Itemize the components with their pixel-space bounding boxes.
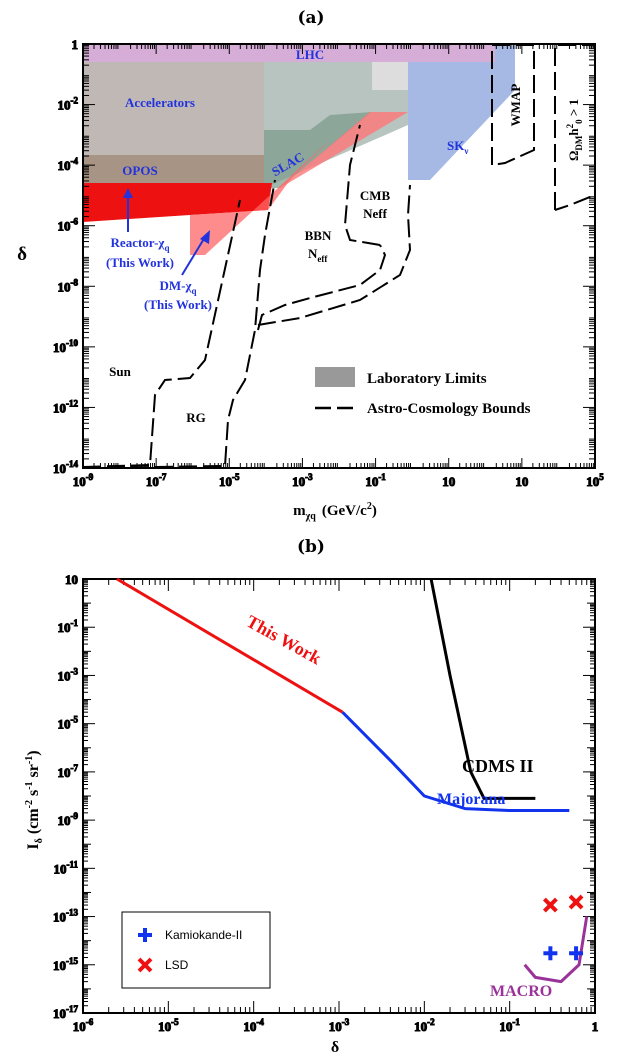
panel-a-xlabel: mχq (GeV/c2) [293, 501, 377, 522]
xtick-b-label: 10-4 [243, 1017, 264, 1034]
macro-line [523, 916, 589, 984]
bbn-upper-bound [343, 124, 381, 246]
omega-bound [554, 44, 596, 211]
xtick-a-label: 10-3 [292, 472, 313, 489]
majorana-label: Majorana [437, 791, 505, 808]
red-upper-region [280, 112, 408, 188]
lhc-label: LHC [296, 47, 324, 62]
panel-a-ylabel: δ [17, 244, 27, 265]
legend-lab-swatch [315, 367, 355, 387]
panel-a-ticks: 10-9 10-7 10-5 10-3 10-1 10 10 105 1 10-2 10-4 10-6… [53, 37, 605, 490]
xtick-a-label: 105 [586, 472, 604, 489]
rg-bound [82, 179, 276, 469]
panel-b-xlabel: δ [331, 1039, 339, 1056]
xtick-b-label: 10-2 [414, 1017, 435, 1034]
panel-b-legend [121, 911, 271, 989]
cdms-label: CDMS II [462, 756, 534, 776]
ytick-a-label: 10-14 [53, 459, 78, 476]
legend-astro-label: Astro-Cosmology Bounds [367, 401, 531, 417]
xtick-a-label: 10-5 [219, 472, 240, 489]
ytick-b-label: 10-1 [58, 618, 79, 635]
bbn-bound [257, 244, 387, 331]
xtick-b-label: 10-1 [499, 1017, 520, 1034]
xtick-a-label: 10-7 [146, 472, 167, 489]
dm-this-work-label: (This Work) [144, 297, 212, 312]
panel-b-label: (b) [297, 537, 325, 557]
legend-lsd-marker [137, 957, 153, 973]
ytick-b-label: 10-7 [58, 763, 79, 780]
ytick-a-label: 10-2 [58, 96, 79, 113]
panel-a-plot: 10-9 10-7 10-5 10-3 10-1 10 10 105 1 10-2 10-4 10-6… [17, 37, 605, 523]
legend-kamiokande-marker [138, 928, 152, 942]
ytick-a-label: 10-8 [58, 277, 79, 294]
legend-lsd-label: LSD [165, 958, 189, 972]
panel-b-ylabel: Iδ(cm-2 s-1 sr-1) [24, 750, 45, 849]
ytick-b-label: 10-5 [58, 715, 79, 732]
xtick-a-label: 10-1 [365, 472, 386, 489]
lsd-point [542, 897, 558, 913]
lhc-region [83, 44, 495, 62]
accelerators-label: Accelerators [125, 95, 195, 110]
slac-inner-region [264, 112, 372, 188]
dm-this-work-region [190, 140, 330, 255]
dm-label: DM-χq [159, 278, 196, 296]
reactor-arrowhead [123, 188, 133, 198]
ytick-b-label: 10-11 [53, 859, 78, 876]
ytick-a-label: 10-10 [53, 338, 78, 355]
cmb-bound [257, 184, 412, 326]
rg-label: RG [186, 410, 206, 425]
accelerators-region [83, 62, 264, 155]
opos-label: OPOS [122, 163, 157, 178]
cdms-ii-line [429, 578, 536, 800]
sk-region [408, 44, 515, 180]
reactor-this-work-label: (This Work) [106, 255, 174, 270]
xtick-a-label: 10 [442, 474, 455, 489]
ytick-b-label: 10-17 [53, 1004, 78, 1021]
ytick-a-label: 1 [72, 37, 79, 52]
ytick-b-label: 10 [65, 572, 78, 587]
bbn-neff-label: Neff [308, 246, 328, 264]
dm-arrowhead [200, 230, 210, 244]
xtick-b-label: 10-6 [73, 1017, 94, 1034]
sun-label: Sun [109, 364, 131, 379]
neff-label: Neff [363, 206, 387, 221]
xtick-b-label: 10-5 [158, 1017, 179, 1034]
legend-lab-label: Laboratory Limits [367, 371, 487, 387]
panel-b-plot: 10-6 10-5 10-4 10-3 10-2 10-1 11010-110-310-51… [24, 572, 599, 1057]
reactor-label: Reactor-χq [111, 235, 170, 253]
xtick-a-label: 10 [515, 474, 528, 489]
panel-a-label: (a) [297, 8, 324, 28]
ytick-a-label: 10-12 [53, 398, 78, 415]
legend-kamiokande-label: Kamiokande-II [165, 928, 242, 942]
omega-label: ΩDMh20 > 1 [565, 99, 584, 161]
kamiokande-ii-point [543, 946, 558, 961]
gray-cell [372, 62, 408, 90]
dm-arrow [181, 236, 206, 276]
majorana-line [341, 711, 570, 813]
macro-label: MACRO [490, 983, 552, 1000]
xtick-b-label: 1 [592, 1019, 599, 1034]
this-work-line [116, 577, 344, 714]
panel-b-ticks: 10-6 10-5 10-4 10-3 10-2 10-1 11010-110-310-51… [53, 572, 599, 1035]
bbn-label: BBN [305, 228, 332, 243]
opos-region [83, 155, 264, 183]
ytick-b-label: 10-13 [53, 908, 78, 925]
cmb-label: CMB [360, 188, 391, 203]
ytick-a-label: 10-4 [58, 156, 79, 173]
kamiokande-ii-point [569, 946, 584, 961]
wmap-label: WMAP [508, 84, 523, 127]
xtick-a-label: 10-9 [73, 472, 94, 489]
wmap-bound [491, 44, 535, 166]
ytick-b-label: 10-9 [58, 811, 79, 828]
panel-b-series [116, 577, 589, 984]
lsd-point [568, 894, 584, 910]
xtick-b-label: 10-3 [329, 1017, 350, 1034]
sun-bound [82, 199, 241, 468]
ytick-b-label: 10-3 [58, 666, 79, 683]
ytick-a-label: 10-6 [58, 217, 79, 234]
sk-label: SKν [447, 138, 468, 156]
ytick-b-label: 10-15 [53, 956, 78, 973]
panel-a-axes [82, 43, 596, 469]
